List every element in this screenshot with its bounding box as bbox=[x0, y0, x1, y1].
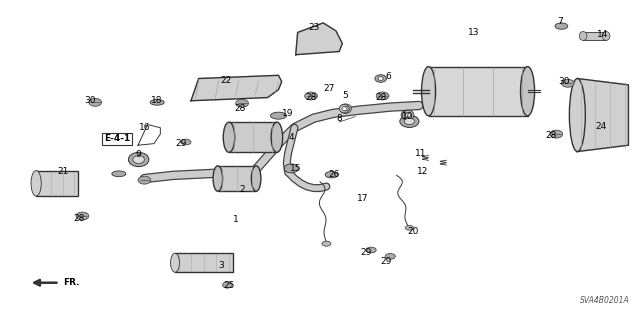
Text: 3: 3 bbox=[218, 261, 224, 271]
Ellipse shape bbox=[325, 172, 338, 178]
Ellipse shape bbox=[180, 139, 191, 145]
Text: 16: 16 bbox=[139, 122, 150, 132]
Bar bbox=[583, 32, 606, 41]
Text: E-4-1: E-4-1 bbox=[104, 134, 130, 143]
Ellipse shape bbox=[271, 112, 287, 119]
Ellipse shape bbox=[422, 67, 436, 116]
Text: 5: 5 bbox=[342, 92, 348, 100]
Ellipse shape bbox=[112, 171, 126, 177]
Ellipse shape bbox=[366, 247, 376, 253]
Ellipse shape bbox=[252, 166, 261, 191]
Ellipse shape bbox=[550, 130, 563, 138]
Text: 19: 19 bbox=[282, 109, 294, 118]
Ellipse shape bbox=[223, 282, 232, 288]
Ellipse shape bbox=[305, 92, 317, 100]
Text: FR.: FR. bbox=[63, 278, 80, 287]
Ellipse shape bbox=[89, 98, 102, 106]
Text: 26: 26 bbox=[328, 170, 340, 179]
Ellipse shape bbox=[385, 254, 396, 259]
Text: 29: 29 bbox=[176, 139, 187, 148]
Text: 23: 23 bbox=[308, 23, 319, 32]
Text: 7: 7 bbox=[557, 17, 563, 26]
Text: 6: 6 bbox=[385, 72, 391, 81]
Text: 27: 27 bbox=[323, 84, 335, 93]
Text: 14: 14 bbox=[597, 31, 609, 40]
Text: 9: 9 bbox=[135, 150, 141, 159]
Ellipse shape bbox=[561, 79, 574, 87]
Ellipse shape bbox=[404, 118, 415, 124]
Ellipse shape bbox=[401, 110, 413, 120]
Ellipse shape bbox=[555, 23, 568, 29]
Ellipse shape bbox=[404, 113, 410, 117]
Ellipse shape bbox=[76, 212, 89, 220]
Text: 15: 15 bbox=[290, 164, 301, 173]
Text: 17: 17 bbox=[357, 194, 369, 203]
Ellipse shape bbox=[213, 166, 223, 191]
Text: 2: 2 bbox=[239, 185, 245, 194]
Text: 29: 29 bbox=[380, 257, 392, 266]
Text: 30: 30 bbox=[84, 96, 96, 105]
Ellipse shape bbox=[343, 107, 348, 111]
Text: 25: 25 bbox=[223, 281, 235, 290]
Ellipse shape bbox=[133, 156, 145, 163]
Bar bbox=[175, 253, 232, 272]
Text: 29: 29 bbox=[360, 248, 372, 257]
Ellipse shape bbox=[570, 78, 586, 152]
Ellipse shape bbox=[340, 104, 351, 114]
Ellipse shape bbox=[138, 176, 151, 184]
Ellipse shape bbox=[342, 107, 346, 111]
Text: 11: 11 bbox=[415, 149, 426, 158]
Text: 13: 13 bbox=[467, 28, 479, 37]
Text: 12: 12 bbox=[417, 167, 428, 176]
Ellipse shape bbox=[520, 67, 534, 116]
Polygon shape bbox=[577, 78, 628, 152]
Text: 18: 18 bbox=[152, 96, 163, 105]
Ellipse shape bbox=[322, 241, 331, 246]
Ellipse shape bbox=[405, 226, 413, 230]
Text: 28: 28 bbox=[73, 214, 84, 223]
Bar bbox=[229, 122, 277, 152]
Text: 30: 30 bbox=[558, 77, 570, 86]
Text: 24: 24 bbox=[595, 122, 607, 131]
Ellipse shape bbox=[602, 32, 610, 41]
Polygon shape bbox=[296, 23, 342, 55]
Bar bbox=[218, 166, 256, 191]
Ellipse shape bbox=[403, 110, 414, 120]
Text: 22: 22 bbox=[220, 76, 231, 85]
Ellipse shape bbox=[376, 92, 389, 100]
Ellipse shape bbox=[223, 122, 235, 152]
Ellipse shape bbox=[31, 171, 41, 196]
Text: 28: 28 bbox=[375, 93, 387, 102]
Ellipse shape bbox=[375, 75, 387, 82]
Text: 28: 28 bbox=[234, 104, 246, 113]
Text: SVA4B0201A: SVA4B0201A bbox=[580, 296, 630, 305]
Ellipse shape bbox=[129, 152, 149, 167]
Ellipse shape bbox=[236, 99, 248, 107]
Ellipse shape bbox=[579, 32, 587, 41]
Ellipse shape bbox=[400, 115, 419, 127]
Ellipse shape bbox=[406, 113, 411, 117]
Ellipse shape bbox=[271, 122, 283, 152]
Text: 21: 21 bbox=[58, 167, 69, 176]
Text: 20: 20 bbox=[407, 227, 419, 236]
Text: 8: 8 bbox=[336, 114, 342, 123]
Ellipse shape bbox=[284, 164, 298, 173]
Ellipse shape bbox=[378, 77, 383, 80]
Polygon shape bbox=[191, 75, 282, 101]
Text: 28: 28 bbox=[305, 93, 317, 102]
Bar bbox=[429, 67, 527, 116]
Ellipse shape bbox=[339, 105, 349, 113]
Text: 28: 28 bbox=[545, 131, 557, 140]
Text: 1: 1 bbox=[233, 215, 239, 224]
Text: 4: 4 bbox=[289, 133, 294, 142]
Bar bbox=[36, 171, 77, 196]
Ellipse shape bbox=[171, 253, 179, 272]
Ellipse shape bbox=[150, 100, 164, 105]
Text: 10: 10 bbox=[402, 112, 413, 121]
